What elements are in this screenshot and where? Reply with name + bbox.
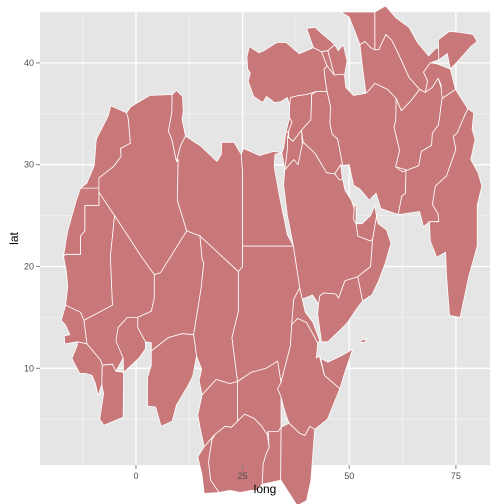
region-congo	[197, 434, 220, 494]
y-tick-label: 10	[24, 363, 34, 373]
region-chad	[193, 235, 239, 396]
region-turkey	[246, 42, 328, 107]
y-tick-label: 30	[24, 160, 34, 170]
map-regions	[60, 5, 483, 504]
region-kyrgyzstan	[437, 30, 478, 70]
region-eritrea	[291, 287, 321, 344]
region-qatar	[353, 203, 357, 225]
region-kazakhstan	[340, 11, 376, 51]
x-tick-label: 50	[344, 471, 354, 481]
x-tick-label: 75	[451, 471, 461, 481]
y-axis-ticks: 10 20 30 40	[24, 58, 40, 373]
region-somalia	[320, 348, 354, 390]
region-guinea	[71, 341, 103, 397]
x-axis-title: long	[254, 482, 277, 496]
region-kenya	[280, 422, 316, 504]
region-ivory-coast	[99, 363, 124, 426]
region-burkina-faso	[115, 316, 146, 373]
y-tick-label: 40	[24, 58, 34, 68]
x-tick-label: 0	[133, 471, 138, 481]
region-kuwait	[334, 164, 343, 181]
region-nigeria	[147, 333, 197, 427]
x-axis-ticks: 0 25 50 75	[133, 465, 461, 481]
x-tick-label: 25	[238, 471, 248, 481]
region-tajikistan	[423, 62, 456, 99]
region-western-sahara	[63, 187, 100, 257]
region-madagascar-like-islet	[358, 338, 368, 344]
region-india	[428, 108, 483, 318]
region-senegal	[60, 304, 88, 345]
y-tick-label: 20	[24, 261, 34, 271]
region-yemen	[317, 276, 363, 343]
y-axis-title: lat	[7, 232, 21, 245]
